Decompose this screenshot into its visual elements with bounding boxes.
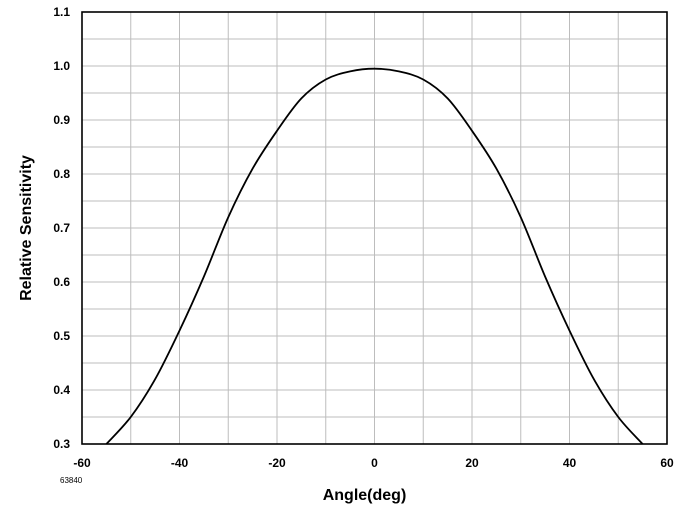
y-tick-label: 0.9 bbox=[53, 113, 70, 127]
y-axis-title: Relative Sensitivity bbox=[18, 155, 35, 301]
x-tick-label: -20 bbox=[268, 456, 286, 470]
plot-frame bbox=[81, 11, 668, 445]
y-tick-label: 0.8 bbox=[53, 167, 70, 181]
x-tick-label: 40 bbox=[563, 456, 577, 470]
x-tick-label: -60 bbox=[73, 456, 91, 470]
figure-code: 63840 bbox=[60, 476, 83, 485]
y-tick-label: 0.4 bbox=[53, 383, 70, 397]
x-tick-label: -40 bbox=[171, 456, 189, 470]
y-tick-label: 0.3 bbox=[53, 437, 70, 451]
x-axis-tick-labels: -60 -40 -20 0 20 40 60 bbox=[73, 456, 674, 470]
grid-lines bbox=[82, 12, 667, 444]
sensitivity-curve bbox=[105, 67, 644, 445]
y-tick-label: 0.6 bbox=[53, 275, 70, 289]
y-tick-label: 0.7 bbox=[53, 221, 70, 235]
x-tick-label: 60 bbox=[660, 456, 674, 470]
x-tick-label: 0 bbox=[371, 456, 378, 470]
x-axis-title: Angle(deg) bbox=[323, 487, 407, 504]
y-axis-tick-labels: 0.3 0.4 0.5 0.6 0.7 0.8 0.9 1.0 1.1 bbox=[53, 5, 70, 451]
y-tick-label: 0.5 bbox=[53, 329, 70, 343]
y-tick-label: 1.1 bbox=[53, 5, 70, 19]
y-tick-label: 1.0 bbox=[53, 59, 70, 73]
x-tick-label: 20 bbox=[465, 456, 479, 470]
